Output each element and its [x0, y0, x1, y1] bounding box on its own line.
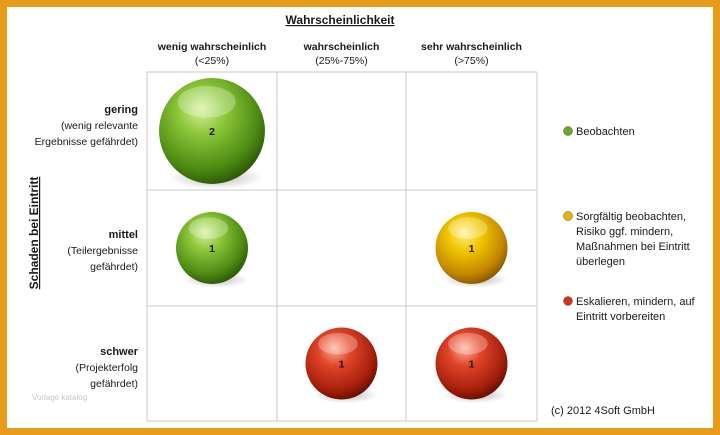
bubble: 1: [305, 327, 378, 404]
legend-label: Maßnahmen bei Eintritt: [576, 241, 690, 253]
copyright-text: (c) 2012 4Soft GmbH: [551, 405, 655, 417]
legend-marker: [563, 296, 573, 306]
bubble-highlight: [448, 332, 488, 355]
bubble-circle: [159, 78, 265, 184]
legend: Beobachten Sorgfältig beobachten, Risiko g…: [563, 126, 696, 323]
row-sublabel: gefährdet): [90, 378, 138, 390]
legend-marker: [563, 211, 573, 221]
column-label: wahrscheinlich: [303, 41, 380, 53]
bubble-count-label: 1: [469, 359, 475, 371]
row-sublabel: gefährdet): [90, 261, 138, 273]
row-sublabel: Ergebnisse gefährdet): [35, 136, 138, 148]
legend-item-red: Eskalieren, mindern, auf Eintritt vorbere…: [563, 296, 696, 323]
bubble-circle: [435, 327, 508, 400]
legend-item-yellow: Sorgfältig beobachten, Risiko ggf. minder…: [563, 211, 690, 268]
bubble-count-label: 2: [209, 126, 215, 138]
legend-label: Beobachten: [576, 126, 635, 138]
column-labels: wenig wahrscheinlich (<25%) wahrscheinlich…: [157, 41, 522, 67]
bubble-circle: [305, 327, 378, 400]
bubble-highlight: [448, 217, 488, 239]
legend-label: Eskalieren, mindern, auf: [576, 296, 696, 308]
bubble-count-label: 1: [339, 359, 345, 371]
bubble-highlight: [177, 85, 236, 118]
column-sublabel: (25%-75%): [315, 55, 368, 67]
bubbles: 2 1 1 1 1: [159, 78, 508, 404]
bubble: 2: [159, 78, 265, 190]
bubble: 1: [435, 212, 508, 288]
bubble: 1: [176, 212, 249, 288]
row-label: mittel: [109, 229, 138, 241]
chart-title: Wahrscheinlichkeit: [286, 13, 395, 27]
legend-label: Risiko ggf. mindern,: [576, 226, 673, 238]
bubble: 1: [435, 327, 508, 404]
bubble-count-label: 1: [469, 243, 475, 255]
legend-item-green: Beobachten: [563, 126, 635, 138]
watermark-text: Vorlage katalog: [32, 393, 87, 402]
row-sublabel: (Teilergebnisse: [67, 245, 138, 257]
row-label: gering: [104, 104, 138, 116]
bubble-highlight: [318, 332, 358, 355]
legend-marker: [563, 126, 573, 136]
column-label: sehr wahrscheinlich: [421, 41, 522, 53]
bubble-circle: [435, 212, 508, 284]
legend-label: überlegen: [576, 256, 625, 268]
column-sublabel: (>75%): [454, 55, 488, 67]
matrix-grid: [146, 71, 538, 422]
bubble-count-label: 1: [209, 243, 215, 255]
row-sublabel: (Projekterfolg: [76, 362, 139, 374]
column-label: wenig wahrscheinlich: [157, 41, 267, 53]
bubble-circle: [176, 212, 248, 284]
column-sublabel: (<25%): [195, 55, 229, 67]
y-axis-label: Schaden bei Eintritt: [27, 177, 41, 290]
row-sublabel: (wenig relevante: [61, 120, 138, 132]
row-labels: gering (wenig relevante Ergebnisse gefährd…: [35, 104, 139, 390]
bubble-highlight: [188, 217, 229, 239]
legend-label: Sorgfältig beobachten,: [576, 211, 686, 223]
row-label: schwer: [100, 346, 139, 358]
legend-label: Eintritt vorbereiten: [576, 311, 665, 323]
